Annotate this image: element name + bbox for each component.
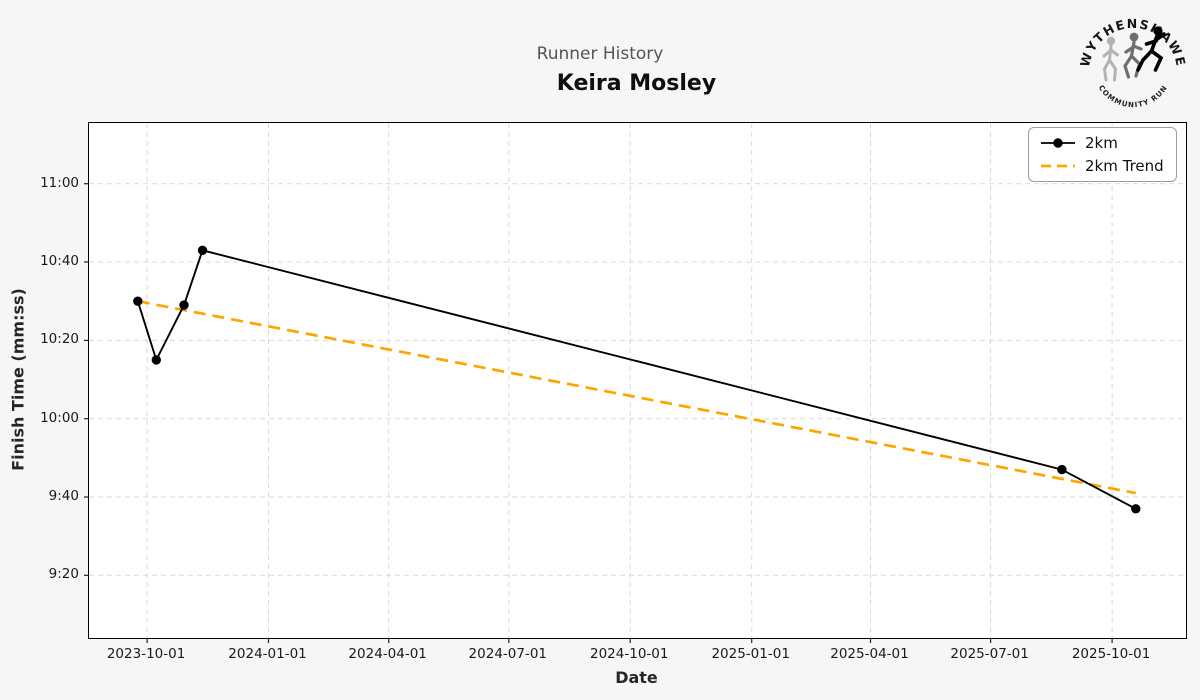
x-tick-label: 2023-10-01 <box>106 646 186 662</box>
dashed-line-sample-icon <box>1041 164 1075 168</box>
x-tick-label: 2024-07-01 <box>468 646 548 662</box>
legend-item-2km-trend: 2km Trend <box>1029 157 1176 175</box>
x-tick-label: 2025-04-01 <box>830 646 909 662</box>
data-point-marker <box>151 355 161 365</box>
legend-label-2km-trend: 2km Trend <box>1085 156 1164 175</box>
data-point-marker <box>179 300 189 310</box>
x-tick-label: 2024-01-01 <box>228 646 307 662</box>
x-tick-label: 2025-07-01 <box>950 646 1029 662</box>
logo-bottom-text: COMMUNITY RUN <box>1097 83 1170 109</box>
y-tick-label: 10:00 <box>40 409 79 426</box>
series-line-2km <box>136 249 1137 510</box>
data-point-marker <box>1057 464 1067 475</box>
x-tick-label: 2024-04-01 <box>348 646 427 662</box>
y-tick-label: 9:40 <box>48 488 79 504</box>
runner-walking-icon <box>1102 36 1119 82</box>
runner-jogging-icon <box>1123 32 1143 79</box>
data-point-marker <box>1131 504 1141 514</box>
x-tick-label: 2025-10-01 <box>1071 646 1151 662</box>
y-tick-label: 9:20 <box>48 566 79 583</box>
x-axis-label: Date <box>615 668 658 687</box>
data-point-marker <box>133 296 143 306</box>
club-logo: WYTHENSHAWE COMMUNITY RUN <box>1080 16 1186 109</box>
legend: 2km 2km Trend <box>1028 127 1177 182</box>
y-tick-label: 11:00 <box>40 174 79 191</box>
line-with-marker-sample-icon <box>1041 138 1075 149</box>
legend-label-2km: 2km <box>1085 134 1118 153</box>
chart-canvas <box>84 123 1186 643</box>
y-axis-label: Finish Time (mm:ss) <box>8 288 28 471</box>
runner-sprinting-icon <box>1136 26 1166 72</box>
y-tick-label: 10:20 <box>40 331 79 348</box>
x-tick-label: 2024-10-01 <box>590 646 669 662</box>
legend-item-2km: 2km <box>1029 134 1176 152</box>
y-tick-label: 10:40 <box>40 253 79 270</box>
chart-suptitle: Runner History <box>536 44 664 64</box>
runner-name-title: Keira Mosley <box>556 71 717 96</box>
trend-line <box>137 299 1137 495</box>
plot-area <box>84 122 1187 643</box>
data-point-marker <box>197 245 208 255</box>
x-tick-label: 2025-01-01 <box>711 646 790 662</box>
